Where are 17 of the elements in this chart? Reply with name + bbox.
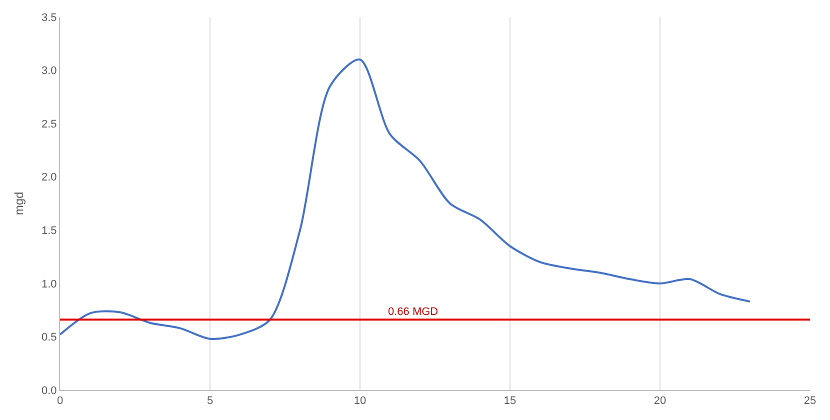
y-tick-label: 0.5 — [42, 332, 57, 344]
y-tick-label: 0.0 — [42, 384, 57, 397]
x-tick-label: 10 — [354, 395, 366, 408]
x-tick-label: 0 — [56, 395, 64, 408]
y-tick-label: 2.5 — [42, 118, 57, 130]
x-tick-label: 5 — [206, 395, 214, 408]
ref-line-label: 0.66 MGD — [388, 306, 438, 318]
x-tick-label: 25 — [804, 395, 816, 408]
y-tick-label: 3.5 — [42, 12, 57, 24]
y-axis-title: mgd — [12, 192, 26, 216]
y-tick-label: 1.5 — [42, 224, 57, 237]
x-tick-label: 20 — [654, 395, 666, 408]
x-tick-label: 15 — [504, 395, 516, 408]
y-tick-label: 2.0 — [42, 172, 57, 184]
y-tick-label: 3.0 — [42, 65, 57, 78]
line-series — [60, 58, 751, 340]
y-tick-label: 1.0 — [42, 278, 57, 290]
